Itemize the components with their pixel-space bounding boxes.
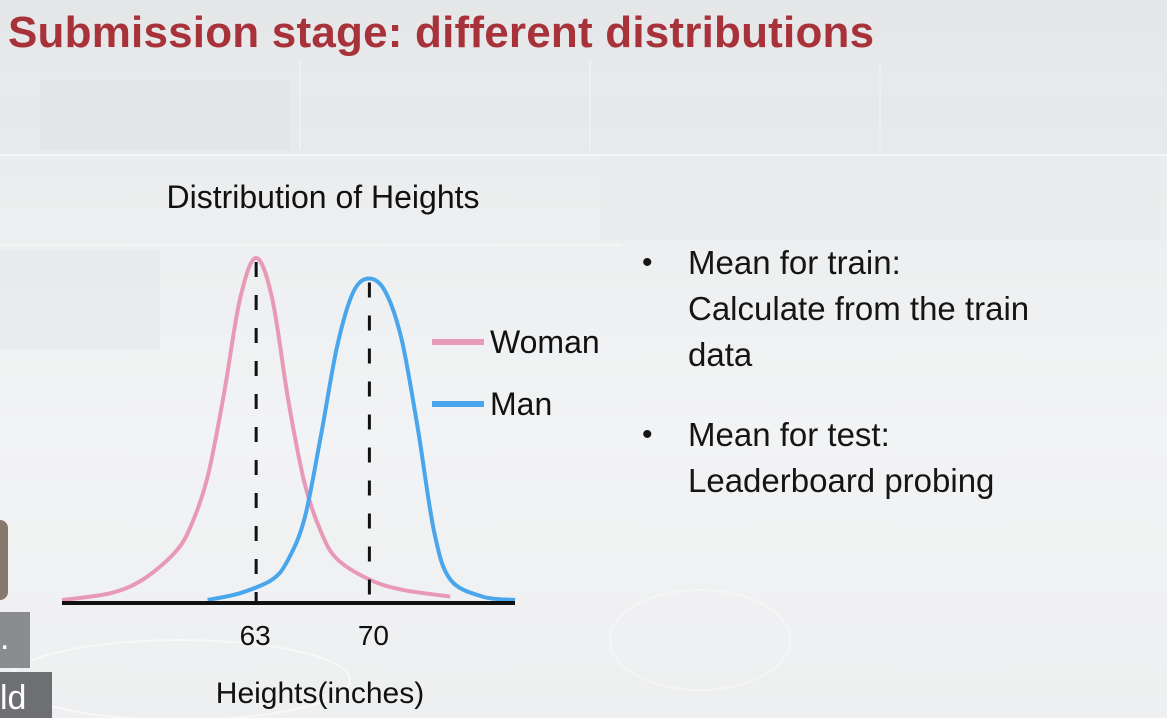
overlay-text-top: .	[0, 619, 10, 657]
x-axis-label: Heights(inches)	[216, 677, 424, 710]
overlay-box-bottom: ld	[0, 672, 52, 718]
bullet-line: Mean for train:	[688, 244, 901, 281]
bullet-line: data	[688, 336, 753, 373]
bullet-list: • Mean for train: Calculate from the train…	[640, 240, 1140, 504]
x-ticks-group: 63 70	[240, 620, 389, 651]
bullet-line: Calculate from the train	[688, 290, 1030, 327]
bullet-item: • Mean for train: Calculate from the train…	[640, 240, 1140, 378]
height-distribution-chart: Distribution of Heights 63 70 Heights(inc…	[61, 179, 600, 710]
presenter-edge	[0, 520, 8, 600]
slide-title: Submission stage: different distribution…	[8, 8, 875, 57]
x-tick-label: 63	[240, 620, 271, 651]
bullet-dot: •	[642, 418, 653, 451]
series-line-man	[207, 276, 516, 602]
x-tick-label: 70	[358, 620, 389, 651]
mean-lines-group	[254, 262, 371, 603]
overlay-text-bottom: ld	[0, 679, 27, 717]
chart-title: Distribution of Heights	[166, 179, 479, 215]
overlay-box-top: .	[0, 612, 30, 668]
bullet-line: Mean for test:	[688, 416, 890, 453]
legend-label-man: Man	[490, 386, 552, 422]
legend-label-woman: Woman	[490, 324, 600, 360]
bullet-item: • Mean for test: Leaderboard probing	[640, 412, 1140, 504]
bullet-dot: •	[642, 246, 653, 279]
series-line-woman	[61, 255, 451, 602]
legend: Woman Man	[432, 324, 600, 422]
curves-group	[61, 255, 516, 602]
bullet-line: Leaderboard probing	[688, 462, 995, 499]
